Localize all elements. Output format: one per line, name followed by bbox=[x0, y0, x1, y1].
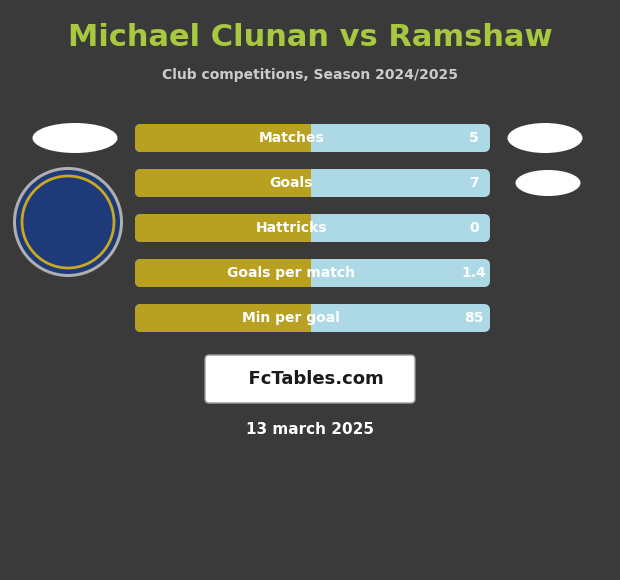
Circle shape bbox=[16, 170, 120, 274]
Text: Club competitions, Season 2024/2025: Club competitions, Season 2024/2025 bbox=[162, 68, 458, 82]
Bar bbox=[305, 169, 311, 197]
Text: 7: 7 bbox=[469, 176, 479, 190]
FancyBboxPatch shape bbox=[135, 214, 490, 242]
Text: 5: 5 bbox=[469, 131, 479, 145]
FancyBboxPatch shape bbox=[205, 355, 415, 403]
Ellipse shape bbox=[32, 123, 118, 153]
Text: Matches: Matches bbox=[259, 131, 324, 145]
Ellipse shape bbox=[33, 170, 103, 196]
Bar bbox=[305, 259, 311, 287]
Bar bbox=[305, 214, 311, 242]
FancyBboxPatch shape bbox=[135, 124, 311, 152]
Text: Michael Clunan vs Ramshaw: Michael Clunan vs Ramshaw bbox=[68, 24, 552, 53]
Text: FcTables.com: FcTables.com bbox=[236, 370, 384, 388]
FancyBboxPatch shape bbox=[135, 169, 311, 197]
FancyBboxPatch shape bbox=[135, 169, 490, 197]
Text: Goals: Goals bbox=[270, 176, 313, 190]
FancyBboxPatch shape bbox=[135, 259, 490, 287]
Ellipse shape bbox=[508, 123, 583, 153]
Bar bbox=[305, 304, 311, 332]
FancyBboxPatch shape bbox=[135, 304, 311, 332]
FancyBboxPatch shape bbox=[135, 214, 311, 242]
Ellipse shape bbox=[515, 170, 580, 196]
Circle shape bbox=[13, 167, 123, 277]
Text: 85: 85 bbox=[464, 311, 484, 325]
Text: 1.4: 1.4 bbox=[462, 266, 486, 280]
Text: Min per goal: Min per goal bbox=[242, 311, 340, 325]
Bar bbox=[305, 124, 311, 152]
Text: 0: 0 bbox=[469, 221, 479, 235]
Text: Hattricks: Hattricks bbox=[255, 221, 327, 235]
FancyBboxPatch shape bbox=[135, 259, 311, 287]
Text: 13 march 2025: 13 march 2025 bbox=[246, 422, 374, 437]
Text: Goals per match: Goals per match bbox=[227, 266, 355, 280]
FancyBboxPatch shape bbox=[135, 304, 490, 332]
FancyBboxPatch shape bbox=[135, 124, 490, 152]
